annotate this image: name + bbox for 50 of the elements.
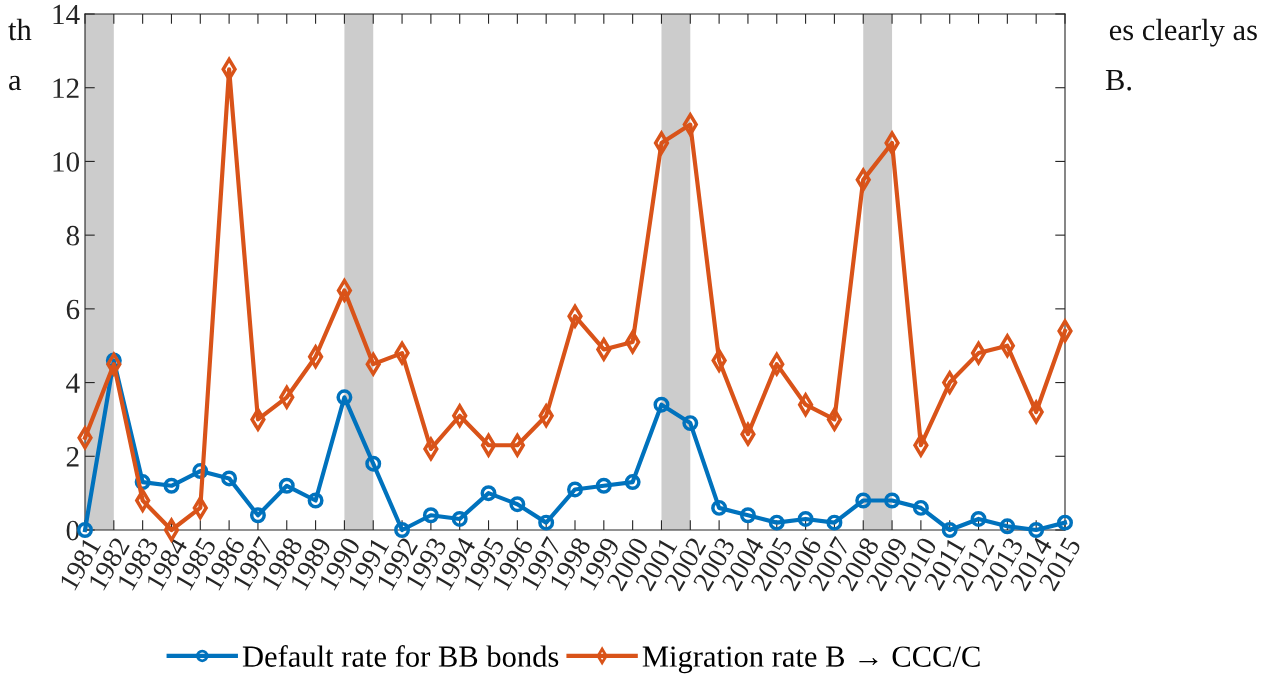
point xyxy=(999,518,1016,535)
point xyxy=(739,507,756,524)
point xyxy=(336,389,353,406)
point xyxy=(1028,522,1045,538)
point xyxy=(768,514,785,531)
y-tick-label: 14 xyxy=(53,4,80,25)
text: a xyxy=(9,75,22,91)
text: B. xyxy=(1105,69,1131,91)
y-tick-label: 8 xyxy=(66,225,80,246)
point xyxy=(451,510,468,527)
point xyxy=(249,507,266,524)
point xyxy=(394,522,411,538)
point xyxy=(480,485,497,502)
y-tick-label: 12 xyxy=(53,78,79,98)
legend-label: Migration rate B → CCC/C xyxy=(642,646,980,674)
point xyxy=(509,496,526,513)
legend-label: Default rate for BB bonds xyxy=(242,645,559,667)
point xyxy=(567,481,583,498)
point xyxy=(422,507,439,524)
text: es clearly as xyxy=(1109,18,1257,47)
point xyxy=(912,499,929,516)
point xyxy=(826,407,843,431)
point xyxy=(826,514,843,531)
point xyxy=(278,477,295,494)
point xyxy=(538,514,555,531)
point xyxy=(480,433,497,457)
point xyxy=(884,492,901,509)
point xyxy=(797,510,814,527)
y-tick-label: 4 xyxy=(66,373,80,393)
point xyxy=(970,341,987,365)
point xyxy=(797,393,814,417)
point xyxy=(336,278,353,302)
y-tick-label: 10 xyxy=(53,152,80,172)
point xyxy=(653,396,670,413)
point xyxy=(711,499,728,516)
y-tick-label: 2 xyxy=(66,447,79,467)
y-tick-label: 6 xyxy=(66,299,80,320)
point xyxy=(941,522,958,538)
point xyxy=(307,492,324,509)
point xyxy=(365,455,382,472)
text: th xyxy=(8,18,32,41)
point xyxy=(682,415,699,432)
point xyxy=(163,477,180,494)
point xyxy=(624,474,641,491)
point xyxy=(595,477,612,494)
point xyxy=(970,510,987,527)
point xyxy=(653,131,670,155)
point xyxy=(307,345,324,369)
point xyxy=(221,470,238,487)
point xyxy=(855,492,872,509)
